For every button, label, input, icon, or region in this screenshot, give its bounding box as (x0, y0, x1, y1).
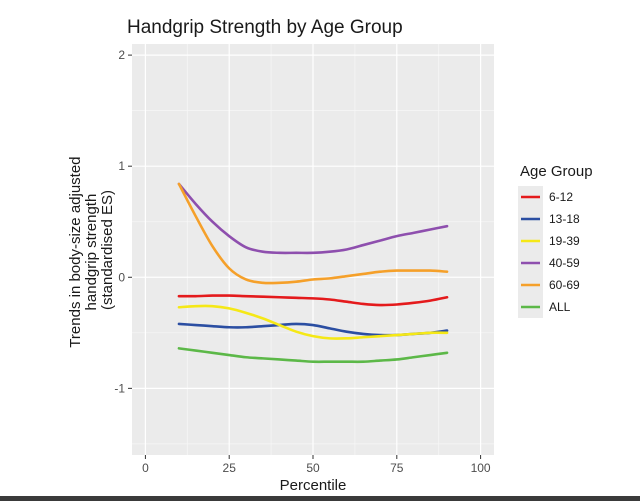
y-tick-label: 1 (118, 159, 125, 173)
chart-title: Handgrip Strength by Age Group (127, 17, 403, 38)
series-line-all (177, 347, 449, 364)
legend-label-19-39: 19-39 (549, 234, 580, 248)
bottom-edge-strip (0, 496, 640, 501)
major-gridlines (132, 44, 494, 455)
series-lines (177, 182, 449, 364)
legend-label-6-12: 6-12 (549, 190, 573, 204)
y-axis-title-line-1: Trends in body-size adjusted (67, 156, 84, 347)
legend-label-60-69: 60-69 (549, 278, 580, 292)
y-axis-title-line-2: handgrip strength (83, 194, 100, 311)
x-tick-label: 75 (390, 461, 404, 475)
legend-label-40-59: 40-59 (549, 256, 580, 270)
y-axis-title: Trends in body-size adjusted handgrip st… (67, 152, 116, 347)
legend: Age Group 6-12 13-18 19-39 40-59 60-69 ALL (518, 163, 593, 318)
x-tick-label: 0 (142, 461, 149, 475)
x-tick-label: 50 (306, 461, 320, 475)
y-axis-ticks: -1 0 1 2 (114, 48, 132, 395)
y-tick-label: -1 (114, 381, 125, 395)
series-line-60-69 (177, 182, 449, 285)
legend-label-13-18: 13-18 (549, 212, 580, 226)
legend-title: Age Group (520, 163, 593, 180)
x-axis-title: Percentile (280, 477, 347, 494)
legend-label-all: ALL (549, 300, 571, 314)
y-tick-label: 2 (118, 48, 125, 62)
y-tick-label: 0 (118, 270, 125, 284)
series-line-19-39 (177, 304, 449, 340)
x-axis-ticks: 0 25 50 75 100 (142, 455, 491, 475)
x-tick-label: 25 (223, 461, 237, 475)
x-tick-label: 100 (471, 461, 491, 475)
series-line-6-12 (177, 294, 449, 307)
y-axis-title-line-3: (standardised ES) (99, 190, 116, 310)
series-line-40-59 (177, 182, 449, 255)
legend-items: 6-12 13-18 19-39 40-59 60-69 ALL (518, 186, 580, 318)
